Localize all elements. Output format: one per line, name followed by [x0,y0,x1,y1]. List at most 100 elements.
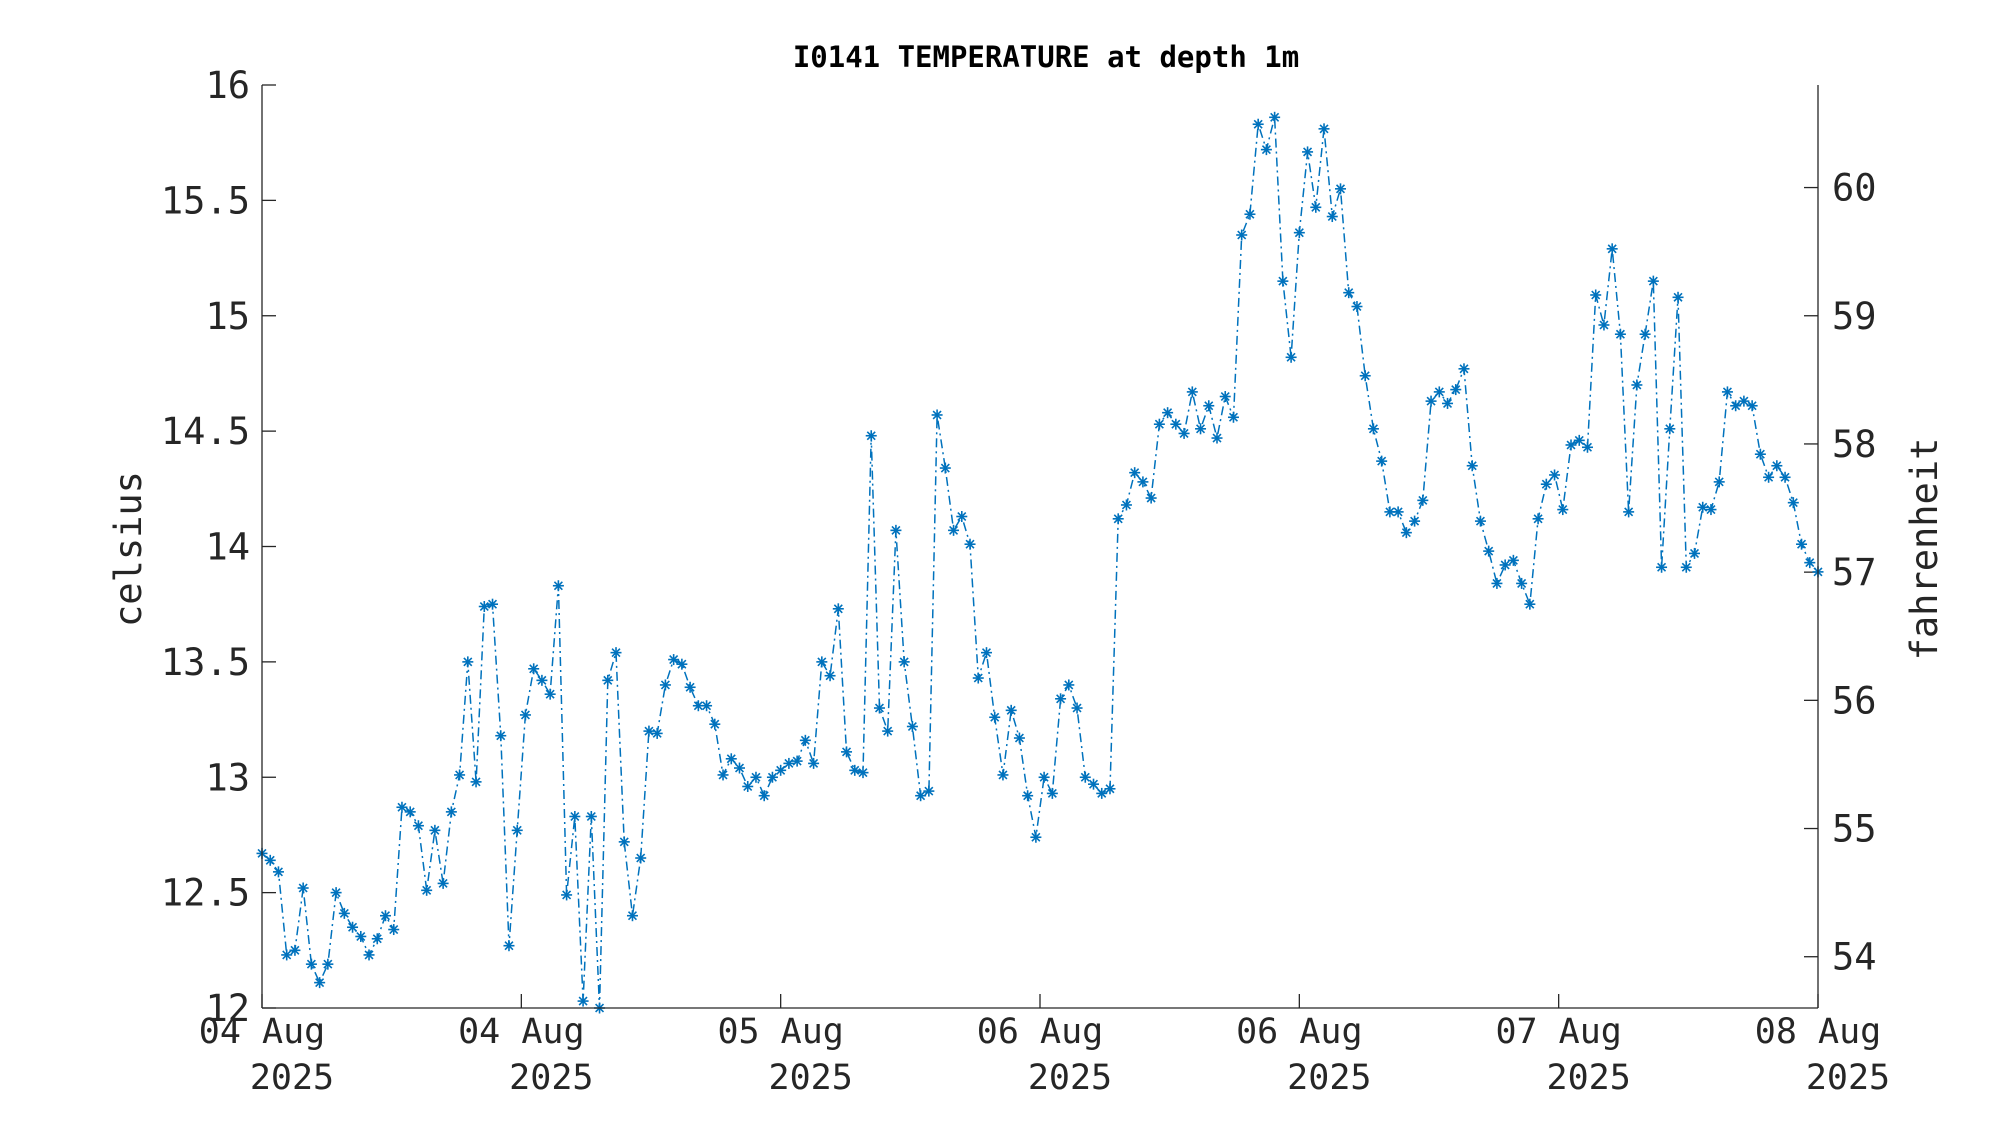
data-point-stroke [364,950,374,960]
left-y-tick-label: 12 [205,987,250,1030]
data-point [1351,301,1363,313]
data-point [429,824,441,836]
data-point-stroke [998,770,1008,780]
data-point [347,921,359,933]
data-point-stroke [1352,301,1362,312]
data-point-stroke [1500,560,1510,570]
data-point-stroke [743,781,753,792]
data-point-stroke [1517,578,1527,588]
x-tick-year-label: 2025 [1287,1058,1371,1098]
data-point-stroke [1130,468,1140,478]
data-point [684,681,696,693]
data-point-stroke [1706,505,1716,515]
data-point [1145,492,1157,504]
data-point [1096,787,1108,799]
x-tick-date-label: 07 Aug [1495,1012,1621,1052]
data-point [1236,229,1248,241]
right-y-tick-label: 56 [1832,679,1877,722]
data-point [701,700,713,712]
data-point [841,746,853,758]
data-point-stroke [784,758,794,768]
left-y-tick-label: 13.5 [161,641,250,684]
left-axis-title: celsius [107,471,150,627]
data-point-stroke [348,922,358,932]
data-point [808,757,820,769]
data-point [1079,771,1091,783]
data-point [824,670,836,682]
data-point [1746,400,1758,412]
data-point [1285,351,1297,363]
data-point-stroke [1105,784,1115,794]
data-point-stroke [1204,401,1214,411]
data-point-stroke [710,719,720,729]
data-point-stroke [874,703,884,713]
data-point [717,769,729,781]
data-point-stroke [1640,329,1650,339]
right-y-tick-label: 58 [1832,423,1877,466]
data-point [281,949,293,961]
data-point [1796,538,1808,550]
data-point [1417,494,1429,506]
data-point-stroke [273,867,283,877]
data-point [487,598,499,610]
data-point-stroke [1657,562,1667,572]
data-point [454,769,466,781]
data-point-stroke [1459,364,1469,374]
data-point-stroke [1064,680,1074,690]
data-point-stroke [1187,387,1197,397]
data-point [1557,504,1569,516]
data-point-stroke [1747,401,1757,411]
data-point [552,580,564,592]
data-point-stroke [669,655,679,665]
data-point-stroke [1533,514,1543,524]
data-point [1318,123,1330,135]
data-point-stroke [1484,546,1494,556]
data-point [1680,561,1692,573]
data-point [1540,478,1552,490]
data-point-stroke [1327,212,1337,222]
data-point [1458,363,1470,375]
data-point-stroke [1665,424,1675,434]
data-point [799,734,811,746]
data-point [964,538,976,550]
data-point-stroke [899,657,909,667]
data-point-stroke [1541,479,1551,489]
left-y-tick-label: 13 [205,756,250,799]
data-point-stroke [1006,705,1016,715]
data-point [626,910,638,922]
data-point [1203,400,1215,412]
data-point-stroke [685,682,695,692]
data-point-stroke [1401,528,1411,538]
data-point-stroke [1385,507,1395,517]
x-axis: 04 Aug 2025 04 Aug 2025 05 Aug 2025 06 Aug 2025… [199,994,1890,1098]
data-point [989,711,1001,723]
left-y-axis: 12 12.5 13 13.5 14 14.5 15 15.5 16 [161,64,276,1030]
x-tick-year-label: 2025 [769,1058,853,1098]
data-point [1252,118,1264,130]
data-point [832,603,844,615]
data-point-stroke [1163,408,1173,418]
data-point-stroke [1558,505,1568,515]
data-point-stroke [1780,472,1790,482]
data-point-stroke [405,807,415,817]
data-point [519,709,531,721]
data-point [1343,287,1355,299]
data-point [1524,598,1536,610]
data-point [1705,504,1717,516]
data-point-stroke [504,941,514,951]
data-point [371,933,383,945]
data-point-stroke [1599,320,1609,330]
data-point [791,755,803,767]
data-point-stroke [751,772,761,782]
right-y-tick-label: 55 [1832,808,1877,851]
data-point-stroke [1278,276,1288,286]
data-point-stroke [1698,502,1708,512]
data-point-stroke [776,765,786,775]
data-point-stroke [1624,507,1634,517]
data-point [396,801,408,813]
data-point-stroke [306,959,316,969]
data-point-stroke [282,950,292,960]
data-point-stroke [767,772,777,782]
data-point-stroke [842,747,852,757]
data-point-stroke [916,791,926,801]
